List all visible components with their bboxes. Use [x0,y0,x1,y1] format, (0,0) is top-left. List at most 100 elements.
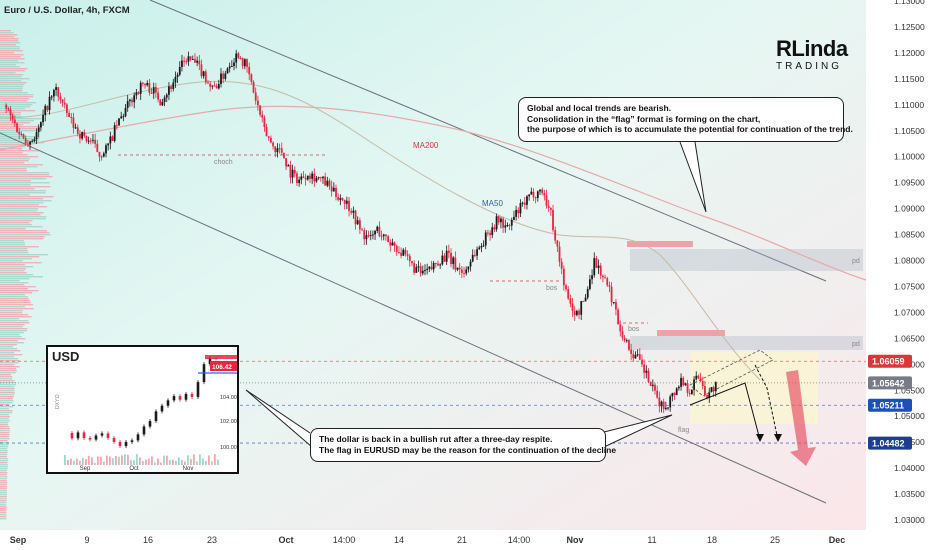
profile-bar [0,478,8,480]
profile-bar [0,44,16,46]
profile-bar [0,160,29,162]
candle-body [541,189,544,194]
candle-body [302,176,305,178]
time-axis[interactable]: Sep 9 16 23 Oct 14:00 14 21 14:00 Nov 11 18 25 Dec [0,530,866,550]
price-badge-label: 1.05211 [872,401,904,411]
profile-bar [0,514,7,516]
candle-body [519,203,522,214]
candle-body [506,224,509,226]
candle-body [37,127,40,133]
candle-body [324,176,327,186]
inset-volume-bar [139,457,141,465]
candle-body [521,202,524,204]
inset-y-label: 104.00 [220,395,237,401]
inset-volume-bar [184,461,186,465]
candle-body [306,175,309,180]
candle-body [428,266,431,269]
descending-channel [0,0,827,504]
candle-body [441,255,444,265]
profile-bar [0,402,13,404]
inset-volume-bar [178,457,180,465]
candle-body [115,125,118,127]
candle-body [198,60,201,65]
candle-body [693,379,695,390]
candle-body [215,85,218,89]
profile-bar [0,406,14,408]
profile-bar [0,300,31,302]
candle-body [139,82,142,94]
profile-bar [0,374,12,376]
candle-body [148,82,151,93]
profile-bar [0,336,22,338]
inset-y-label: 102.00 [220,419,237,425]
candle-body [280,148,283,153]
inset-title: USD [52,349,80,364]
callout-trend-note: Global and local trends are bearish. Con… [518,97,853,142]
profile-bar [0,458,9,460]
profile-bar [0,56,21,58]
candle-body [497,216,500,223]
candle-body [504,225,507,228]
candle-body [98,151,101,157]
candle-body [70,117,73,119]
bos-label: bos [628,326,640,333]
candle-body [224,73,227,79]
profile-bar [0,50,23,52]
price-tick-label: 1.11500 [894,74,924,84]
inset-volume-bar [100,456,102,465]
profile-bar [0,170,28,172]
callout-top-pointer [679,141,707,213]
profile-bar [0,208,39,210]
profile-bar [0,302,32,304]
candle-body [660,401,663,407]
candle-body [395,245,398,253]
profile-bar [0,312,23,314]
price-axis[interactable]: 1.13000 1.12500 1.12000 1.11500 1.11000 1.105… [866,0,932,550]
profile-bar [0,58,25,60]
candle-body [144,83,146,86]
inset-volume-bar [208,455,210,465]
price-tick-label: 1.03500 [894,489,925,499]
candle-body [651,384,654,386]
candle-body [591,275,593,280]
profile-bar [0,226,43,228]
profile-bar [0,190,46,192]
price-tick-label: 1.06500 [894,333,925,343]
candle-body [625,340,628,342]
candle-body [706,395,708,399]
candle-body [26,143,29,145]
candle-body [330,186,333,192]
candle-body [656,390,659,398]
candle-body [96,143,99,152]
candle-body [367,235,370,237]
candle-body [686,383,689,393]
candle-body [671,393,674,397]
profile-bar [0,434,10,436]
profile-bar [0,320,29,322]
inset-volume-bar [103,461,105,465]
profile-bar [0,94,34,96]
profile-bar [0,304,33,306]
profile-bar [0,260,23,262]
profile-bar [0,380,15,382]
candle-body [404,249,407,255]
candle-body [194,59,196,63]
candle-body [526,196,528,205]
profile-bar [0,370,17,372]
candle-body [628,340,630,350]
supply-block-upper [627,241,693,247]
candle-body [256,100,259,106]
profile-bar [0,422,9,424]
profile-bar [0,88,23,90]
candle-body [31,141,34,143]
candle-body [413,263,416,273]
candle-body [165,94,168,98]
profile-bar [0,368,17,370]
candle-body [159,99,162,106]
profile-bar [0,466,9,468]
inset-volume-bar [211,461,213,465]
supply-block-lower [657,330,725,336]
candle-body [102,153,105,157]
candle-body [658,397,661,407]
inset-volume-bar [73,460,75,465]
